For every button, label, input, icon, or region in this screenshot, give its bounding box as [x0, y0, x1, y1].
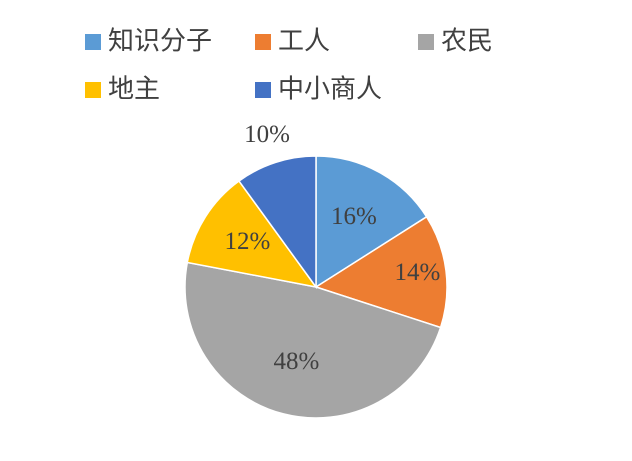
pie-slice	[184, 261, 442, 419]
pie-slice	[237, 155, 317, 290]
legend-swatch	[85, 82, 101, 98]
pie-slice	[315, 155, 428, 289]
data-label: 16%	[331, 203, 377, 230]
legend-label: 工人	[278, 27, 330, 57]
pie-slice	[314, 215, 448, 329]
data-label: 12%	[225, 228, 271, 255]
legend-swatch	[85, 34, 101, 50]
legend-label: 中小商人	[278, 75, 382, 105]
legend-swatch	[255, 34, 271, 50]
data-label: 48%	[274, 348, 320, 375]
pie-slice	[186, 179, 318, 289]
data-label: 10%	[244, 121, 290, 148]
legend-label: 农民	[441, 27, 493, 57]
legend-label: 地主	[108, 75, 160, 105]
legend-label: 知识分子	[108, 27, 212, 57]
legend-swatch	[418, 34, 434, 50]
legend-swatch	[255, 82, 271, 98]
data-label: 14%	[394, 259, 440, 286]
